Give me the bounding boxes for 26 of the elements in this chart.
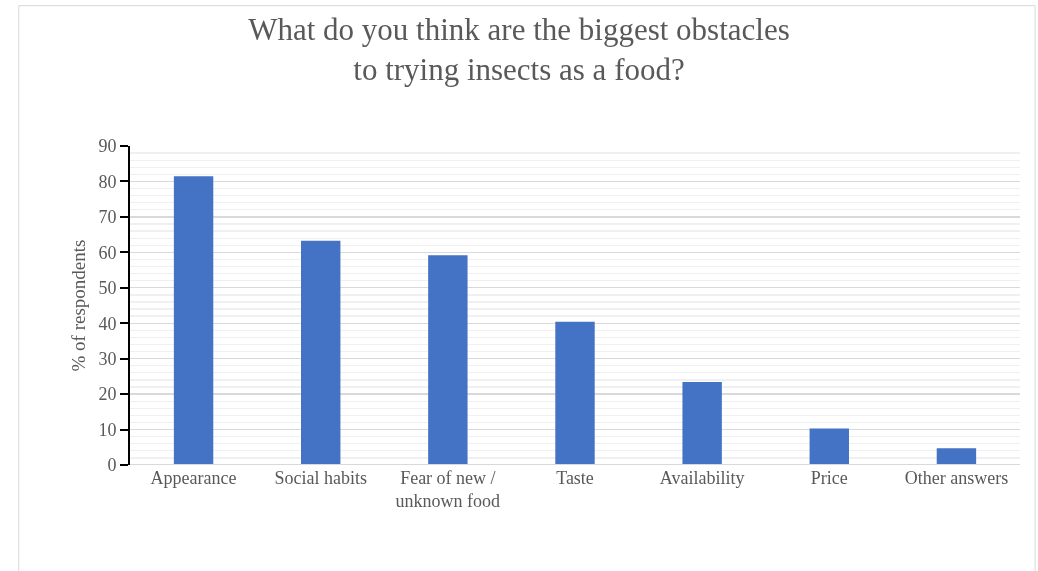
x-tick-label: Taste: [556, 468, 594, 488]
x-tick-label: Social habits: [274, 468, 367, 488]
y-tick-label: 30: [98, 348, 117, 369]
y-tick-label: 0: [107, 455, 117, 476]
y-axis-title: % of respondents: [67, 239, 89, 372]
x-tick-label: Availability: [659, 468, 745, 488]
bar: [428, 255, 468, 465]
y-tick-label: 40: [98, 313, 117, 334]
y-tick-label: 80: [98, 171, 117, 192]
y-tick-label: 10: [98, 419, 117, 440]
x-tick-label: Price: [810, 468, 848, 488]
y-tick-label: 90: [98, 136, 117, 157]
bar: [555, 321, 595, 465]
bar: [809, 428, 849, 465]
bar: [682, 382, 722, 465]
y-tick-label: 20: [98, 384, 117, 405]
y-tick-label: 50: [98, 278, 117, 299]
chart-title: What do you think are the biggest obstacles to trying insects as a food?: [248, 11, 790, 88]
bar: [936, 448, 977, 465]
x-tick-label: Appearance: [150, 468, 237, 488]
y-tick-label: 70: [98, 207, 117, 228]
bar: [301, 240, 341, 465]
x-tick-label: Fear of new / unknown food: [395, 468, 501, 512]
x-tick-label: Other answers: [904, 468, 1009, 488]
y-tick-label: 60: [98, 242, 117, 263]
bar: [173, 176, 214, 465]
